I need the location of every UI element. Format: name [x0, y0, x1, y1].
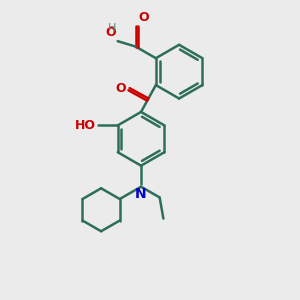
- Text: O: O: [105, 26, 116, 39]
- Text: O: O: [116, 82, 126, 94]
- Text: O: O: [138, 11, 148, 24]
- Text: H: H: [107, 23, 116, 33]
- Text: HO: HO: [74, 119, 95, 132]
- Text: N: N: [135, 187, 147, 201]
